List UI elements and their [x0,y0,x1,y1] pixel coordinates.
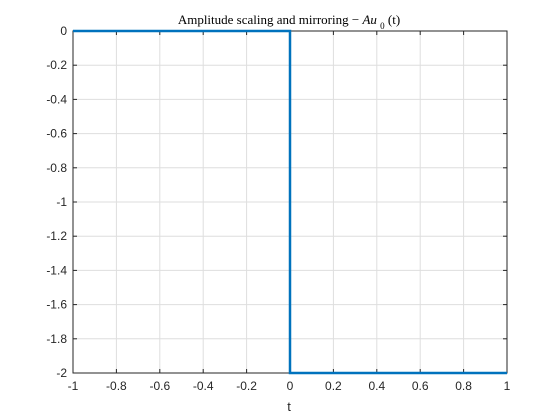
y-tick-label: -1.8 [46,332,67,346]
y-tick-label: -0.8 [46,161,67,175]
y-tick-label: -0.2 [46,58,67,72]
chart-title-math-var: Au [361,12,377,27]
x-tick-label: 0.2 [325,379,342,393]
x-tick-label: -0.6 [149,379,170,393]
y-tick-label: -1.6 [46,298,67,312]
x-tick-label: -0.2 [236,379,257,393]
y-tick-label: -1.4 [46,263,67,277]
y-tick-label: -2 [56,366,67,380]
x-axis-label: t [287,399,291,414]
x-tick-label: 1 [504,379,511,393]
chart-title-math-arg: (t) [388,12,400,27]
chart-title: Amplitude scaling and mirroring − Au 0 (… [178,12,400,31]
y-tick-label: -1.2 [46,229,67,243]
y-tick-label: -0.6 [46,127,67,141]
x-tick-label: 0.6 [412,379,429,393]
x-tick-label: -0.4 [193,379,214,393]
chart-title-math-sign: − [352,12,359,27]
plot-area: -1 -0.8 -0.6 -0.4 -0.2 0 0.2 0.4 0.6 0.8 1 0 -0.2 -0.… [46,24,510,393]
x-tick-label: 0.8 [455,379,472,393]
x-tick-label: -0.8 [106,379,127,393]
chart-title-text: Amplitude scaling and mirroring [178,12,352,27]
series-line [73,29,507,375]
x-tick-label: 0.4 [368,379,385,393]
y-tick-label: -1 [56,195,67,209]
x-tick-label: 0 [287,379,294,393]
chart-title-math-sub: 0 [380,21,385,31]
y-tick-label: 0 [60,24,67,38]
y-tick-label: -0.4 [46,92,67,106]
x-tick-label: -1 [68,379,79,393]
